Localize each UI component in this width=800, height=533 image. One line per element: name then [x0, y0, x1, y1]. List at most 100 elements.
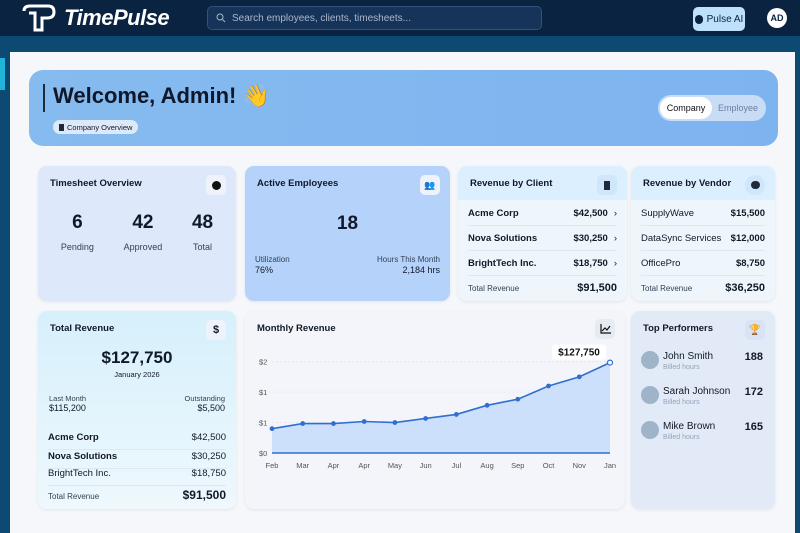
y-tick-label: $1: [259, 388, 267, 397]
performer-subtitle: Billed hours: [663, 399, 700, 406]
client-row: BrightTech Inc. $18,750: [48, 468, 226, 486]
vendor-value: $12,000: [730, 233, 765, 244]
brain-icon: [694, 14, 703, 24]
x-tick-label: May: [388, 461, 402, 470]
stat-label: Pending: [60, 242, 94, 252]
data-point: [453, 412, 459, 417]
total-label: Total Revenue: [48, 492, 100, 501]
client-value: $42,500: [573, 208, 608, 219]
client-value: $18,750: [191, 468, 226, 479]
card-title: Revenue by Client: [470, 178, 553, 189]
last-month-label: Last Month: [49, 394, 87, 403]
total-value: $91,500: [182, 488, 226, 502]
card-title: Active Employees: [257, 178, 339, 189]
total-label: Total Revenue: [641, 284, 693, 293]
performer-item[interactable]: John Smith Billed hours 188: [641, 351, 763, 381]
series-line: [271, 361, 611, 430]
y-tick-label: $0: [259, 449, 267, 458]
outstanding-value: $5,500: [197, 403, 225, 413]
data-point: [515, 396, 521, 402]
active-employees-card[interactable]: Active Employees 👥 18 Utilization 76% Ho…: [245, 166, 450, 301]
pulse-ai-label: Pulse AI: [706, 13, 744, 25]
building-icon: [597, 175, 617, 195]
outstanding-label: Outstanding: [184, 394, 225, 403]
revenue-by-vendor-card: Revenue by Vendor SupplyWave $15,500 Data…: [631, 166, 775, 301]
data-point: [361, 419, 367, 424]
card-title: Timesheet Overview: [50, 178, 142, 189]
top-performers-card: Top Performers 🏆 John Smith Billed hours 1…: [631, 311, 775, 509]
client-name: BrightTech Inc.: [468, 258, 537, 269]
toggle-employee[interactable]: Employee: [717, 103, 759, 113]
chevron-right-icon: ›: [613, 208, 617, 219]
tooltip-box: [552, 344, 606, 360]
vendor-value: $15,500: [730, 208, 765, 219]
clock-icon: [206, 175, 226, 195]
client-name: Nova Solutions: [48, 451, 118, 462]
stat-total: 48 Total: [192, 212, 213, 252]
stat-pending: 6 Pending: [61, 212, 94, 252]
card-title: Revenue by Vendor: [643, 178, 732, 189]
client-value: $18,750: [573, 258, 608, 269]
x-tick-label: Jan: [604, 461, 616, 470]
search-input[interactable]: Search employees, clients, timesheets...: [207, 6, 542, 30]
x-tick-label: Mar: [296, 461, 309, 470]
client-name: Acme Corp: [468, 208, 519, 219]
total-row: Total Revenue $36,250: [641, 282, 765, 300]
logo[interactable]: TimePulse: [20, 3, 170, 33]
data-point: [484, 402, 490, 408]
monthly-revenue-card: Monthly Revenue $0 $1 $1 $2 Feb Mar Apr Apr May J…: [245, 311, 625, 509]
users-icon: 👥: [420, 175, 440, 195]
x-tick-label: Apr: [358, 461, 370, 470]
chart-title: Monthly Revenue: [257, 323, 336, 334]
card-title: Total Revenue: [50, 323, 115, 334]
hours-label: Hours This Month: [377, 255, 440, 264]
trophy-icon: 🏆: [745, 320, 765, 340]
performer-item[interactable]: Mike Brown Billed hours 165: [641, 421, 763, 451]
data-point: [423, 416, 429, 421]
performer-hours: 188: [744, 351, 763, 363]
utilization-value: 76%: [255, 265, 274, 275]
total-row: Total Revenue $91,500: [468, 282, 617, 300]
total-row: Total Revenue $91,500: [48, 488, 226, 508]
performer-name: Mike Brown: [663, 421, 716, 432]
tooltip-label: $127,750: [558, 348, 600, 359]
user-avatar[interactable]: AD: [767, 8, 787, 28]
data-point: [269, 426, 275, 432]
building-icon: [59, 123, 64, 131]
search-icon: [216, 13, 226, 23]
stat-approved: 42 Approved: [124, 212, 163, 252]
performer-name: Sarah Johnson: [663, 386, 731, 397]
x-tick-label: Oct: [543, 461, 556, 470]
client-row[interactable]: BrightTech Inc. $18,750 ›: [468, 258, 617, 276]
vendor-row: SupplyWave $15,500: [641, 208, 765, 226]
pulse-ai-button[interactable]: Pulse AI: [693, 7, 745, 31]
client-row[interactable]: Acme Corp $42,500 ›: [468, 208, 617, 226]
badge-label: Company Overview: [67, 122, 133, 132]
line-chart-icon: [595, 319, 615, 339]
avatar: [641, 386, 659, 404]
stat-label: Total: [193, 242, 213, 252]
x-tick-label: Aug: [480, 461, 493, 470]
client-row[interactable]: Nova Solutions $30,250 ›: [468, 233, 617, 251]
client-value: $42,500: [191, 432, 226, 443]
toggle-company[interactable]: Company: [660, 97, 712, 119]
utilization-label: Utilization: [255, 255, 290, 264]
stat-label: Approved: [123, 242, 163, 252]
revenue-by-client-card: Revenue by Client Acme Corp $42,500 › Nova…: [458, 166, 627, 301]
chevron-right-icon: ›: [613, 233, 617, 244]
data-point: [331, 421, 336, 426]
data-point: [392, 420, 398, 425]
data-point: [576, 374, 582, 380]
total-value: $36,250: [725, 282, 765, 294]
performer-item[interactable]: Sarah Johnson Billed hours 172: [641, 386, 763, 416]
client-value: $30,250: [573, 233, 608, 244]
performer-subtitle: Billed hours: [663, 434, 700, 441]
vendor-name: DataSync Services: [641, 233, 722, 244]
vendor-row: OfficePro $8,750: [641, 258, 765, 276]
period-label: January 2026: [114, 370, 160, 379]
stat-value: 48: [191, 212, 214, 233]
client-name: Acme Corp: [48, 432, 99, 443]
welcome-banner: Welcome, Admin! 👋 Company Overview Compa…: [29, 70, 778, 146]
vendor-row: DataSync Services $12,000: [641, 233, 765, 251]
timesheet-overview-card[interactable]: Timesheet Overview 6 Pending 42 Approved 4…: [38, 166, 236, 301]
